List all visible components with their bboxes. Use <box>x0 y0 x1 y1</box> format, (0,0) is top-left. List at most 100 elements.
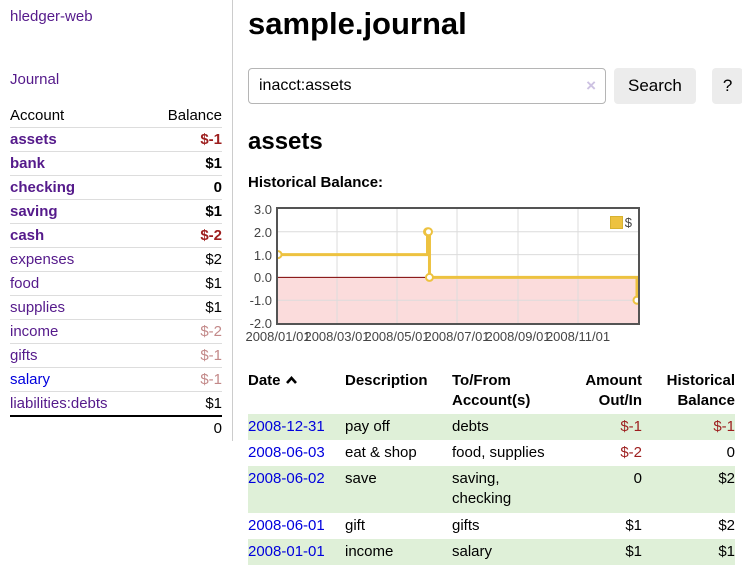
account-balance: 0 <box>213 179 222 196</box>
transaction-amount: 0 <box>633 470 642 487</box>
transaction-accounts: debts <box>452 417 489 435</box>
transaction-description: income <box>345 542 394 560</box>
register-header-date[interactable]: Date <box>248 369 345 414</box>
y-axis-tick-label: -1.0 <box>249 293 272 309</box>
sidebar-item-journal[interactable]: Journal <box>10 71 60 88</box>
account-row: expenses $2 <box>10 247 222 272</box>
y-axis-tick-label: 2.0 <box>253 224 272 240</box>
transaction-date-link[interactable]: 2008-06-03 <box>248 443 325 461</box>
y-axis-tick-label: 3.0 <box>253 202 272 217</box>
register-header-amount: Amount Out/In <box>585 372 642 410</box>
account-balance: $1 <box>205 395 222 412</box>
account-balance: $-1 <box>200 371 222 388</box>
account-link-gifts[interactable]: gifts <box>10 347 38 364</box>
account-row: saving $1 <box>10 199 222 224</box>
transaction-balance: $2 <box>718 516 735 534</box>
y-axis-tick-label: 1.0 <box>253 247 272 263</box>
accounts-total-row: 0 <box>10 416 222 440</box>
account-row: salary $-1 <box>10 367 222 392</box>
account-row: bank $1 <box>10 151 222 176</box>
x-axis-tick-label: 2008/11/01 <box>545 329 611 344</box>
transaction-balance: $2 <box>718 470 735 487</box>
transaction-row: 2008-12-31 pay off debts $-1 $-1 <box>248 413 735 440</box>
account-link-assets[interactable]: assets <box>10 131 57 148</box>
account-row: cash $-2 <box>10 223 222 248</box>
account-link-cash[interactable]: cash <box>10 227 45 244</box>
transaction-amount: $1 <box>625 542 642 560</box>
x-axis-tick-label: 2008/01/01 <box>245 329 311 344</box>
account-balance: $1 <box>205 203 222 220</box>
transaction-amount: $-1 <box>620 417 642 435</box>
chart-legend: $ <box>608 214 633 231</box>
chart-y-axis: 3.0 2.0 1.0 0.0 -1.0 -2.0 <box>248 202 272 331</box>
legend-label: $ <box>624 215 632 230</box>
transaction-accounts: saving, checking <box>452 470 512 508</box>
x-axis-tick-label: 2008/03/01 <box>304 329 370 344</box>
main-content: sample.journal × Search ? assets Histori… <box>233 0 742 565</box>
account-link-checking[interactable]: checking <box>10 179 76 196</box>
chart-title: Historical Balance: <box>248 174 384 191</box>
transaction-description: pay off <box>345 417 390 435</box>
transaction-balance: 0 <box>726 443 735 461</box>
chart-canvas <box>278 209 638 323</box>
x-axis-tick-label: 2008/05/01 <box>364 329 430 344</box>
account-row: checking 0 <box>10 175 222 200</box>
account-balance: $-1 <box>200 347 222 364</box>
transaction-row: 2008-06-03 eat & shop food, supplies $-2… <box>248 440 735 466</box>
transaction-amount: $1 <box>625 516 642 534</box>
account-link-income[interactable]: income <box>10 323 59 340</box>
transaction-accounts: gifts <box>452 516 480 534</box>
sidebar: hledger-web Journal Account Balance asse… <box>0 0 233 441</box>
help-button[interactable]: ? <box>711 68 742 104</box>
register-table: Date Description To/From Account(s) Amou… <box>248 369 735 565</box>
legend-swatch-icon <box>609 216 623 229</box>
transaction-description: gift <box>345 516 366 534</box>
transaction-date-link[interactable]: 2008-06-01 <box>248 516 325 534</box>
y-axis-tick-label: 0.0 <box>253 270 272 286</box>
accounts-header-account: Account <box>10 107 65 124</box>
transaction-balance: $1 <box>718 542 735 560</box>
search-input[interactable] <box>248 68 606 104</box>
accounts-total-balance: 0 <box>213 420 222 437</box>
account-balance: $2 <box>205 251 222 268</box>
account-row: income $-2 <box>10 319 222 344</box>
transaction-date-link[interactable]: 2008-01-01 <box>248 542 325 560</box>
transaction-row: 2008-01-01 income salary $1 $1 <box>248 538 735 565</box>
chart-x-axis: 2008/01/01 2008/03/01 2008/05/01 2008/07/01… <box>245 329 638 345</box>
transaction-row: 2008-06-02 save saving, checking 0 $2 <box>248 466 735 513</box>
transaction-description: save <box>345 470 377 487</box>
chart-plot-area: $ <box>276 207 640 325</box>
search-form: × Search ? <box>248 68 742 104</box>
account-link-salary[interactable]: salary <box>10 371 51 388</box>
account-link-saving[interactable]: saving <box>10 203 58 220</box>
accounts-header-balance: Balance <box>167 107 222 124</box>
account-link-expenses[interactable]: expenses <box>10 251 75 268</box>
app-brand-link[interactable]: hledger-web <box>10 8 93 25</box>
account-link-supplies[interactable]: supplies <box>10 299 66 316</box>
search-button[interactable]: Search <box>614 68 696 104</box>
y-axis-tick-label: -2.0 <box>249 316 272 331</box>
account-balance: $1 <box>205 299 222 316</box>
transaction-balance: $-1 <box>713 417 735 435</box>
account-link-liabilities-debts[interactable]: liabilities:debts <box>10 395 108 412</box>
account-row: gifts $-1 <box>10 343 222 368</box>
transaction-date-link[interactable]: 2008-12-31 <box>248 417 325 435</box>
transaction-amount: $-2 <box>620 443 642 461</box>
account-row: supplies $1 <box>10 295 222 320</box>
transaction-date-link[interactable]: 2008-06-02 <box>248 470 325 487</box>
register-header-accounts: To/From Account(s) <box>452 372 531 410</box>
account-row: liabilities:debts $1 <box>10 391 222 417</box>
account-link-food[interactable]: food <box>10 275 40 292</box>
historical-balance-chart: 3.0 2.0 1.0 0.0 -1.0 -2.0 $ 2008/01/01 2008/03… <box>245 202 735 345</box>
accounts-table-header: Account Balance <box>10 104 222 128</box>
register-header-description: Description <box>345 372 428 389</box>
accounts-table: Account Balance assets $-1 bank $1 check… <box>10 104 222 440</box>
account-row: assets $-1 <box>10 127 222 152</box>
clear-search-icon[interactable]: × <box>586 76 596 95</box>
account-balance: $-1 <box>200 131 222 148</box>
register-header-balance: Historical Balance <box>666 372 735 410</box>
x-axis-tick-label: 2008/09/01 <box>485 329 551 344</box>
x-axis-tick-label: 2008/07/01 <box>424 329 490 344</box>
account-balance: $1 <box>205 155 222 172</box>
account-link-bank[interactable]: bank <box>10 155 46 172</box>
